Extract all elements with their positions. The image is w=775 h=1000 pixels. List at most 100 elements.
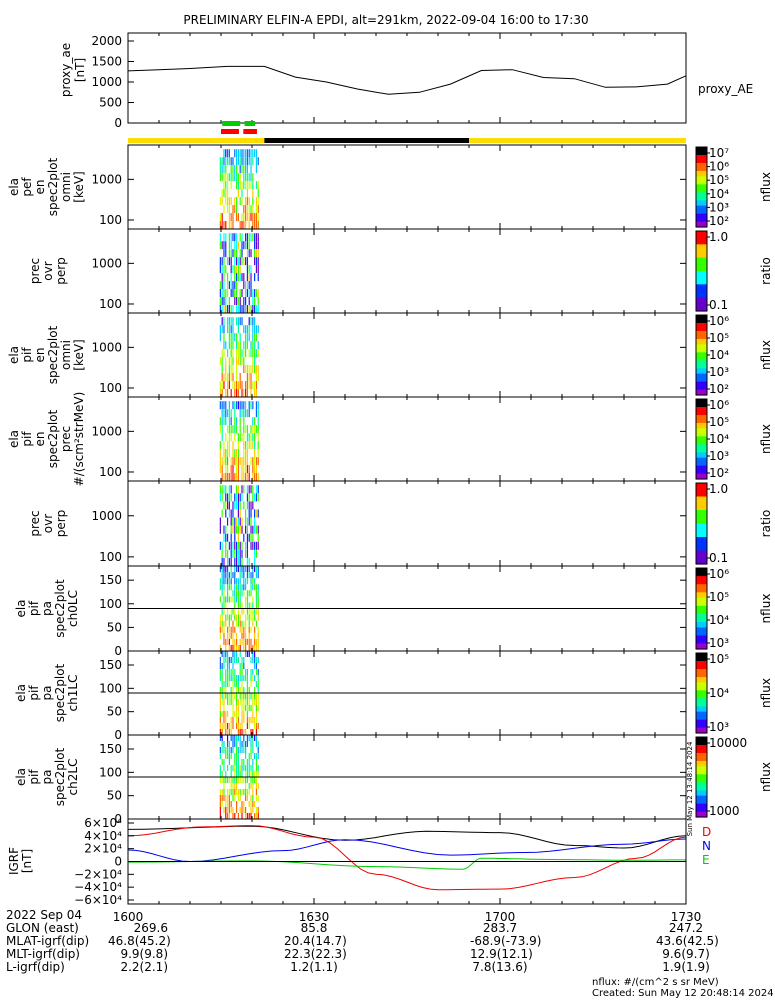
spectrogram-panel-3-cell [223, 249, 225, 258]
spectrogram-panel-7-cell [252, 572, 254, 579]
spectrogram-panel-9-cell [255, 759, 258, 765]
spectrogram-panel-8-cell [226, 663, 229, 669]
spectrogram-panel-5-cell [225, 465, 227, 474]
spectrogram-panel-9-cell [232, 777, 234, 783]
spectrogram-panel-4-cell [246, 389, 249, 397]
spectrogram-panel-3-cell [254, 233, 256, 242]
spectrogram-panel-7-cell [221, 590, 223, 597]
spectrogram-panel-2-cell [246, 181, 249, 190]
spectrogram-panel-7-cell [223, 596, 225, 603]
spectrogram-panel-8-cell [250, 657, 252, 663]
spectrogram-panel-3-cell [254, 297, 256, 306]
spectrogram-panel-8-ylabel-line: pa [40, 686, 54, 701]
spectrogram-panel-6-cell [234, 493, 236, 502]
spectrogram-panel-8-cell [257, 657, 259, 663]
spectrogram-panel-4-cell [245, 389, 247, 397]
spectrogram-panel-9-cell [257, 807, 259, 813]
spectrogram-panel-2-cell [241, 221, 243, 229]
spectrogram-panel-8-cell [257, 681, 259, 687]
spectrogram-panel-4-cell [254, 317, 256, 326]
spectrogram-panel-3-cell [243, 273, 245, 282]
spectrogram-panel-4-cell [230, 365, 232, 374]
spectrogram-panel-3-cell [230, 257, 232, 266]
spectrogram-panel-4-cell [255, 325, 258, 334]
spectrogram-panel-2-cell [252, 181, 254, 190]
spectrogram-panel-5-cell [226, 457, 229, 466]
footer-row-value: 43.6(42.5) [656, 934, 719, 948]
spectrogram-panel-6-cell [230, 493, 232, 502]
spectrogram-panel-9-colorbar-swatch [696, 742, 707, 746]
spectrogram-panel-7-cell [234, 596, 236, 603]
spectrogram-panel-7-cell [248, 608, 250, 615]
spectrogram-panel-2-cell [228, 221, 230, 229]
spectrogram-panel-9-cell [234, 741, 236, 747]
spectrogram-panel-8-cell [228, 657, 230, 663]
spectrogram-panel-2-ylabel-line: [keV] [72, 171, 86, 202]
spectrogram-panel-5-cell [234, 433, 236, 442]
spectrogram-panel-2-cell [226, 205, 229, 214]
spectrogram-panel-8-cell [250, 681, 252, 687]
spectrogram-panel-9-cell [221, 741, 223, 747]
spectrogram-panel-2-cell [221, 165, 223, 174]
proxy-ae-ytick-label: 500 [99, 96, 122, 110]
spectrogram-panel-9-cell [255, 777, 258, 783]
spectrogram-panel-9-cell [225, 753, 227, 759]
spectrogram-panel-5-cell [239, 401, 241, 410]
spectrogram-panel-8-cell [239, 699, 241, 705]
spectrogram-panel-6-cell [221, 557, 223, 566]
spectrogram-panel-5-cell [248, 401, 250, 410]
spectrogram-panel-3-cell [241, 257, 243, 266]
spectrogram-panel-3-colorbar-tick-label: 1.0 [709, 230, 728, 244]
spectrogram-panel-5-colorbar-label: nflux [759, 424, 773, 454]
spectrogram-panel-7-cell [228, 644, 230, 651]
spectrogram-panel-8-cell [243, 693, 245, 699]
spectrogram-panel-7-cell [237, 620, 239, 627]
spectrogram-panel-5-cell [221, 425, 223, 434]
spectrogram-panel-7-cell [241, 632, 243, 639]
spectrogram-panel-9-ylabel-line: pif [27, 769, 41, 785]
proxy-ae-ytick-label: 1500 [91, 55, 122, 69]
spectrogram-panel-5-cell [243, 473, 245, 481]
spectrogram-panel-5-colorbar-swatch [696, 463, 707, 467]
spectrogram-panel-8-cell [252, 693, 254, 699]
spectrogram-panel-3-cell [230, 233, 232, 242]
spectrogram-panel-7-cell [235, 578, 238, 585]
spectrogram-panel-9-cell [248, 759, 250, 765]
spectrogram-panel-5-cell [246, 425, 249, 434]
spectrogram-panel-9-cell [255, 765, 258, 771]
spectrogram-panel-3-cell [241, 289, 243, 298]
spectrogram-panel-7-cell [246, 578, 249, 585]
spectrogram-panel-9-cell [225, 795, 227, 801]
spectrogram-panel-8-cell [235, 693, 238, 699]
spectrogram-panel-4-cell [228, 381, 230, 390]
spectrogram-panel-3-cell [235, 281, 238, 290]
spectrogram-panel-8-cell [241, 711, 243, 717]
spectrogram-panel-3-cell [228, 281, 230, 290]
spectrogram-panel-8-cell [237, 729, 239, 735]
igrf-ytick-label: 4×10⁴ [84, 829, 122, 843]
spectrogram-panel-9-cell [252, 801, 254, 807]
spectrogram-panel-2-cell [235, 213, 238, 222]
spectrogram-panel-7-cell [235, 632, 238, 639]
spectrogram-panel-4-colorbar-swatch [696, 357, 707, 361]
spectrogram-panel-8-cell [245, 651, 247, 657]
spectrogram-panel-3-cell [246, 241, 249, 250]
spectrogram-panel-5-cell [225, 473, 227, 481]
spectrogram-panel-7-cell [257, 584, 259, 591]
spectrogram-panel-9-cell [228, 777, 230, 783]
spectrogram-panel-5-cell [254, 441, 256, 450]
spectrogram-panel-5-cell [257, 409, 259, 418]
spectrogram-panel-7-ylabel-line: ela [14, 599, 28, 617]
footer-row-value: 46.8(45.2) [108, 934, 171, 948]
spectrogram-panel-7-cell [230, 644, 232, 651]
spectrogram-panel-5-colorbar-swatch [696, 428, 707, 432]
spectrogram-panel-2-cell [248, 181, 250, 190]
spectrogram-panel-4-cell [255, 381, 258, 390]
spectrogram-panel-8-cell [252, 717, 254, 723]
spectrogram-panel-2-cell [257, 197, 259, 206]
spectrogram-panel-5-cell [255, 425, 258, 434]
spectrogram-panel-9-cell [245, 741, 247, 747]
spectrogram-panel-7-cell [245, 602, 247, 609]
spectrogram-panel-9-cell [241, 807, 243, 813]
spectrogram-panel-3-cell [237, 297, 239, 306]
